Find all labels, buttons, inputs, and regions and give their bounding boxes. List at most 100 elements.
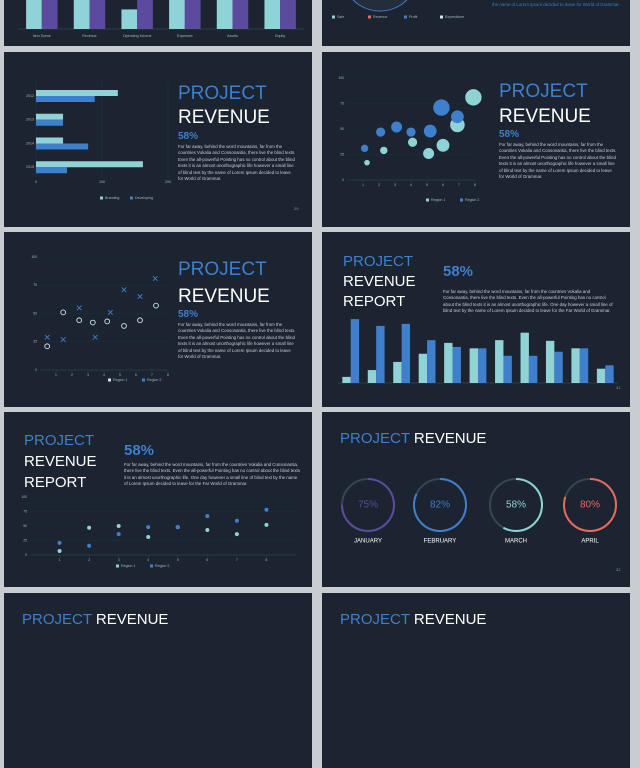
percent: 58% bbox=[499, 129, 520, 140]
y-tick-label: 0 bbox=[342, 178, 344, 182]
legend-label: Branding bbox=[105, 196, 119, 200]
body-text: For far away, behind the word mountains,… bbox=[178, 322, 296, 360]
point bbox=[146, 535, 151, 540]
bubble bbox=[433, 99, 450, 116]
value-label: 58% bbox=[506, 500, 526, 511]
chart: Item Scene Revenue Operating Income Expense… bbox=[18, 0, 304, 38]
x-tick-label: 4 bbox=[147, 558, 149, 562]
legend-swatch bbox=[440, 15, 443, 19]
bar bbox=[579, 348, 589, 383]
category-label: FEBRUARY bbox=[424, 539, 457, 545]
x-tick-label: 4 bbox=[103, 373, 105, 377]
body-text: For far away, behind the word mountains,… bbox=[443, 289, 613, 314]
bubble bbox=[391, 121, 403, 133]
y-tick-label: 25 bbox=[33, 340, 37, 344]
x-tick-label: 2 bbox=[71, 373, 73, 377]
bubble bbox=[360, 144, 369, 153]
bar bbox=[350, 319, 360, 383]
title: REVENUE bbox=[499, 106, 591, 127]
chart: 0 100 200 2012 2013 2014 2015 Branding Developin… bbox=[26, 82, 171, 200]
bar bbox=[41, 0, 58, 29]
title: REPORT bbox=[24, 474, 87, 491]
bar bbox=[444, 342, 453, 383]
point bbox=[104, 318, 111, 325]
percent: 58% bbox=[178, 309, 199, 320]
title: PROJECT bbox=[340, 430, 410, 447]
bubble bbox=[376, 127, 386, 137]
legend-swatch bbox=[130, 196, 133, 200]
donut-arc bbox=[489, 478, 543, 532]
bar bbox=[232, 0, 249, 29]
slide: 0 25 50 75 100 1 2 3 4 5 6 7 8 Region 1 Region 2 PROJE… bbox=[4, 232, 312, 407]
bar bbox=[495, 340, 504, 383]
bar bbox=[36, 167, 68, 174]
point bbox=[205, 514, 210, 519]
y-tick-label: 25 bbox=[23, 538, 27, 542]
body-text: For far away, behind the word mountains,… bbox=[124, 462, 300, 487]
bar bbox=[169, 0, 185, 29]
body-text: For far away, behind the word mountains,… bbox=[178, 144, 296, 182]
point bbox=[89, 319, 96, 326]
body-text: For far away, behind the word mountains,… bbox=[499, 142, 617, 180]
y-tick-label: 2014 bbox=[26, 141, 34, 145]
x-tick-label: Revenue bbox=[82, 34, 96, 38]
x-tick-label: 100 bbox=[99, 180, 105, 184]
point bbox=[264, 507, 269, 512]
point bbox=[107, 309, 114, 315]
x-tick-label: 8 bbox=[474, 183, 476, 187]
bar bbox=[36, 113, 64, 120]
y-tick-label: 100 bbox=[338, 76, 344, 80]
point bbox=[116, 532, 121, 537]
bubble bbox=[465, 89, 482, 106]
x-tick-label: Assets bbox=[227, 34, 238, 38]
point bbox=[137, 293, 143, 300]
x-tick-label: Operating Income bbox=[123, 34, 152, 38]
y-tick-label: 2013 bbox=[26, 118, 34, 122]
slide: 0 25 50 75 100 1 2 3 4 5 6 7 8 Region 1 Region 2 PROJE… bbox=[322, 52, 630, 227]
bar bbox=[26, 0, 42, 29]
title: PROJECT bbox=[178, 83, 267, 104]
legend-swatch bbox=[460, 198, 463, 202]
point bbox=[234, 518, 239, 523]
bubble bbox=[423, 147, 435, 159]
bubble bbox=[364, 159, 370, 166]
y-tick-label: 2015 bbox=[26, 165, 34, 169]
point bbox=[121, 287, 127, 293]
title: REVENUE bbox=[413, 430, 487, 447]
legend-label: Profit bbox=[409, 15, 417, 19]
point bbox=[121, 323, 127, 329]
x-tick-label: 7 bbox=[458, 183, 460, 187]
page-number: 32 bbox=[616, 567, 621, 572]
legend-label: Developing bbox=[135, 196, 153, 200]
legend-label: Sale bbox=[337, 15, 344, 19]
slide: 75% JANUARY 82% FEBRUARY 58% MARCH 80% APRIL PR… bbox=[322, 412, 630, 587]
page-number: 31 bbox=[616, 385, 621, 390]
legend-label: Region 2 bbox=[465, 198, 479, 202]
chart: 75% JANUARY 82% FEBRUARY 58% MARCH 80% APRIL bbox=[341, 478, 617, 545]
bar bbox=[73, 0, 90, 29]
bar bbox=[478, 348, 487, 383]
point bbox=[76, 317, 83, 324]
gallery: {"slides": [ {"chart": {"type": "bar", "… bbox=[4, 0, 630, 768]
bar bbox=[280, 0, 296, 29]
x-tick-label: 2 bbox=[88, 558, 90, 562]
y-tick-label: 50 bbox=[340, 127, 344, 131]
bar bbox=[36, 137, 64, 144]
slide: 0 25 50 75 100 1 2 3 4 5 6 7 8 Region 1 Region 2 PROJE… bbox=[4, 412, 312, 587]
bar bbox=[596, 368, 606, 383]
title: REVENUE bbox=[413, 611, 487, 628]
x-tick-label: Expenses bbox=[177, 34, 193, 38]
legend-swatch bbox=[116, 564, 119, 568]
x-tick-label: 3 bbox=[87, 373, 89, 377]
x-tick-label: 6 bbox=[135, 373, 137, 377]
legend-label: Region 1 bbox=[121, 564, 135, 568]
chart: 0 25 50 75 100 1 2 3 4 5 6 7 8 Region 1 Region 2 bbox=[31, 255, 169, 382]
x-tick-label: 7 bbox=[236, 558, 238, 562]
point bbox=[92, 334, 98, 340]
point bbox=[116, 524, 121, 528]
donut-arc bbox=[563, 478, 617, 532]
title: REVENUE bbox=[24, 453, 97, 470]
slide: Sale Revenue Profit Expenditure the name of… bbox=[322, 0, 630, 46]
bar bbox=[554, 351, 563, 383]
donut-arc bbox=[413, 478, 467, 532]
